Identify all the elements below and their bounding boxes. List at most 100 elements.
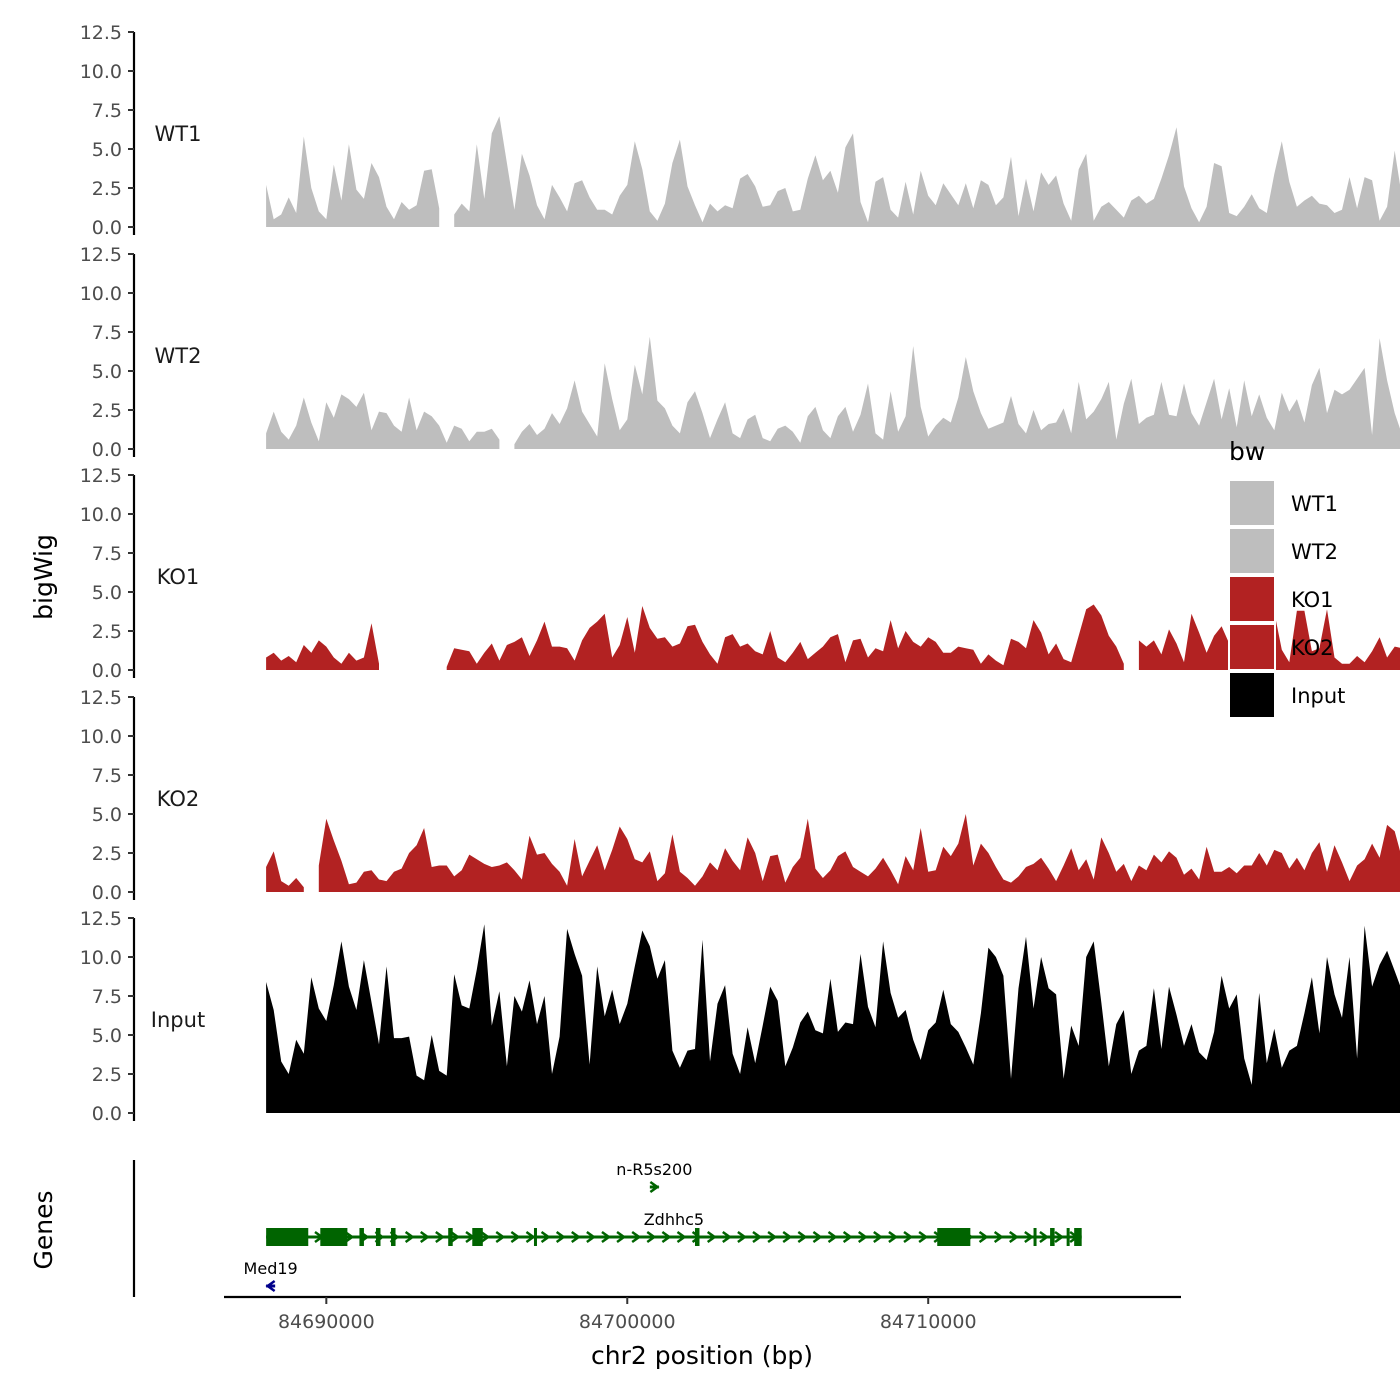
coverage-segment [454,116,1400,227]
gene-label: Med19 [244,1259,298,1278]
y-axis-ko1: 0.0 2.5 5.0 7.5 10.0 12.5 [80,465,136,682]
track-label-input: Input [151,1008,205,1032]
coverage-segment [514,336,1400,449]
strand-arrow [888,1230,899,1244]
legend-swatch [1228,479,1276,527]
coverage-segment [266,851,304,892]
coverage-segment [318,814,1400,892]
genes-axis-title: Genes [29,1190,58,1269]
x-tick-label: 84700000 [579,1311,676,1333]
y-tick-label: 2.5 [92,621,122,643]
y-tick-label: 7.5 [92,322,122,344]
exon [448,1228,453,1246]
strand-arrow [752,1230,763,1244]
exon [694,1228,700,1246]
gene-n-r5s200: n-R5s200 [616,1160,692,1194]
strand-arrow [1039,1230,1050,1244]
strand-arrow [344,1230,355,1244]
strand-arrow [691,1230,702,1244]
y-tick-label: 12.5 [80,908,122,930]
y-tick-label: 12.5 [80,244,122,266]
y-tick-label: 0.0 [92,1103,122,1125]
x-tick-label: 84690000 [278,1311,375,1333]
y-tick-label: 0.0 [92,660,122,682]
strand-arrow [555,1230,566,1244]
exon [533,1228,537,1246]
y-axis-wt2: 0.0 2.5 5.0 7.5 10.0 12.5 [80,244,136,461]
exon [1074,1228,1082,1246]
y-tick-label: 5.0 [92,582,122,604]
y-tick-label: 7.5 [92,765,122,787]
track-input-area [266,924,1400,1113]
legend-swatch [1228,575,1276,623]
x-axis-title: chr2 position (bp) [591,1341,813,1370]
y-tick-label: 10.0 [80,61,122,83]
strand-arrow [797,1230,808,1244]
gene-med19: Med19 [244,1259,298,1293]
strand-arrow [782,1230,793,1244]
strand-arrow [649,1180,660,1194]
y-axis-title: bigWig [29,534,58,620]
legend-swatch [1228,671,1276,719]
strand-arrow [646,1230,657,1244]
exon [1050,1228,1055,1246]
legend-label: KO2 [1291,636,1334,660]
gene-zdhhc5: Zdhhc5 [266,1210,1082,1246]
legend-item-wt1: WT1 [1228,479,1338,527]
exon [391,1228,396,1246]
x-axis: 84690000 84700000 84710000 [224,1295,1181,1333]
y-tick-label: 12.5 [80,465,122,487]
legend-label: Input [1291,684,1345,708]
strand-arrow [661,1230,672,1244]
strand-arrow [540,1230,551,1244]
exon [320,1228,348,1246]
coverage-segment [446,604,1124,670]
y-tick-label: 5.0 [92,139,122,161]
legend-item-ko2: KO2 [1228,623,1334,671]
gene-label: n-R5s200 [616,1160,692,1179]
y-tick-label: 2.5 [92,400,122,422]
strand-arrow [601,1230,612,1244]
legend-item-input: Input [1228,671,1345,719]
genes-panel: Med19 n-R5s200 Zdhhc5 [132,1160,1082,1297]
coverage-segment [266,392,500,449]
strand-arrow [616,1230,627,1244]
exon [1033,1228,1037,1246]
exon [472,1228,483,1246]
strand-arrow [435,1230,445,1244]
y-axis-wt1: 0.0 2.5 5.0 7.5 10.0 12.5 [80,22,136,239]
coverage-segment [266,924,1400,1113]
legend: bw WT1 WT2 KO1 KO2 Input [1228,437,1345,719]
strand-arrow [873,1230,883,1244]
strand-arrow [631,1230,642,1244]
strand-arrow [404,1230,415,1244]
track-wt2: 0.0 2.5 5.0 7.5 10.0 12.5 WT2 [80,244,1400,461]
strand-arrow [676,1230,687,1244]
strand-arrow [419,1230,430,1244]
exon [937,1228,971,1246]
strand-arrow [857,1230,868,1244]
legend-swatch [1228,527,1276,575]
strand-arrow [903,1230,914,1244]
gene-label: Zdhhc5 [644,1210,704,1229]
strand-arrow [993,1230,1004,1244]
strand-arrow [1024,1230,1034,1244]
y-axis-input: 0.0 2.5 5.0 7.5 10.0 12.5 [80,908,136,1125]
strand-arrow [571,1230,581,1244]
track-label-wt1: WT1 [155,122,202,146]
legend-label: WT2 [1291,540,1338,564]
y-tick-label: 0.0 [92,439,122,461]
strand-arrow [265,1279,276,1293]
strand-arrow [586,1230,596,1244]
y-tick-label: 7.5 [92,100,122,122]
legend-title: bw [1229,437,1265,466]
strand-arrow [842,1230,853,1244]
bigwig-tracks: 0.0 2.5 5.0 7.5 10.0 12.5 WT1 0.0 2.5 5.0 7.5 10.0 1… [80,22,1400,1125]
y-tick-label: 5.0 [92,1025,122,1047]
track-label-wt2: WT2 [155,344,202,368]
strand-arrow [978,1230,989,1244]
strand-arrow [1054,1230,1065,1244]
strand-arrow [1009,1230,1019,1244]
legend-swatch [1228,623,1276,671]
